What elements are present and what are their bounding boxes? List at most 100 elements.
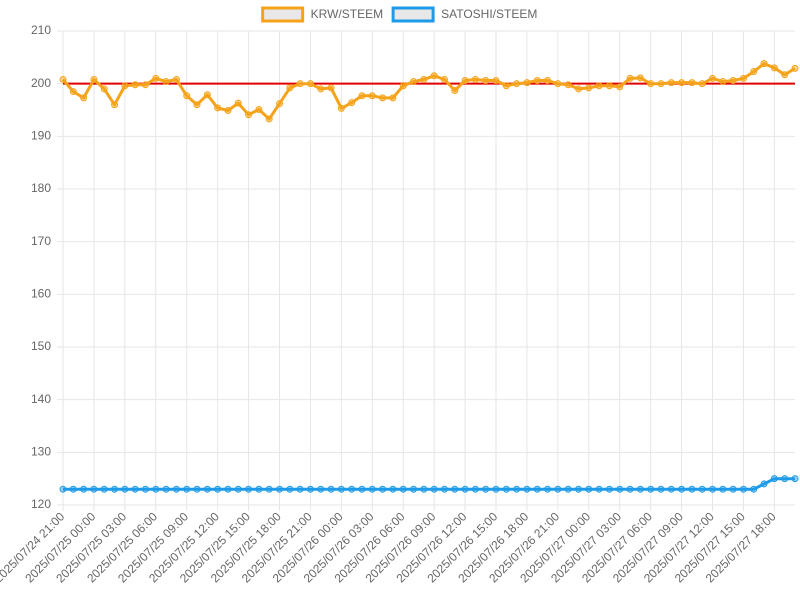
data-point — [69, 88, 77, 96]
data-point — [172, 485, 180, 493]
data-point — [420, 485, 428, 493]
data-point — [678, 79, 686, 87]
data-point — [471, 485, 479, 493]
data-point — [265, 485, 273, 493]
data-point — [739, 74, 747, 82]
legend-swatch — [261, 6, 305, 23]
data-point — [317, 85, 325, 93]
data-point — [719, 78, 727, 86]
data-point — [492, 77, 500, 85]
data-point — [564, 81, 572, 89]
data-point — [482, 77, 490, 85]
data-point — [760, 60, 768, 68]
data-point — [183, 92, 191, 100]
data-point — [616, 83, 624, 91]
data-point — [502, 485, 510, 493]
data-point — [533, 77, 541, 85]
data-point — [296, 80, 304, 88]
data-point — [100, 85, 108, 93]
data-point — [141, 485, 149, 493]
data-point — [523, 485, 531, 493]
data-point — [337, 104, 345, 112]
legend-label: KRW/STEEM — [311, 7, 383, 21]
data-point — [286, 84, 294, 92]
data-point — [544, 77, 552, 85]
y-tick-label: 200 — [31, 76, 51, 90]
data-point — [348, 485, 356, 493]
data-point — [482, 485, 490, 493]
y-tick-label: 150 — [31, 339, 51, 353]
data-point — [688, 485, 696, 493]
data-point — [368, 485, 376, 493]
data-point — [317, 485, 325, 493]
data-point — [440, 485, 448, 493]
data-point — [152, 485, 160, 493]
data-point — [193, 485, 201, 493]
data-point — [183, 485, 191, 493]
data-point — [791, 64, 799, 72]
data-point — [430, 485, 438, 493]
data-point — [605, 82, 613, 90]
data-point — [203, 91, 211, 99]
y-tick-label: 130 — [31, 445, 51, 459]
data-point — [214, 485, 222, 493]
y-tick-label: 180 — [31, 181, 51, 195]
data-point — [90, 485, 98, 493]
data-point — [399, 82, 407, 90]
data-point — [554, 80, 562, 88]
data-point — [100, 485, 108, 493]
data-point — [574, 85, 582, 93]
data-point — [410, 78, 418, 86]
data-point — [327, 84, 335, 92]
data-point — [141, 81, 149, 89]
legend-label: SATOSHI/STEEM — [441, 7, 537, 21]
data-point — [80, 485, 88, 493]
data-point — [657, 80, 665, 88]
data-point — [234, 99, 242, 107]
data-point — [688, 79, 696, 87]
legend-swatch — [391, 6, 435, 23]
data-point — [451, 87, 459, 95]
data-point — [420, 75, 428, 83]
data-point — [585, 84, 593, 92]
data-point — [770, 475, 778, 483]
y-tick-label: 170 — [31, 234, 51, 248]
data-point — [502, 82, 510, 90]
data-point — [719, 485, 727, 493]
data-point — [678, 485, 686, 493]
data-point — [276, 485, 284, 493]
y-tick-label: 190 — [31, 129, 51, 143]
data-point — [595, 485, 603, 493]
data-point — [709, 74, 717, 82]
data-point — [647, 80, 655, 88]
data-point — [224, 107, 232, 115]
data-point — [121, 82, 129, 90]
data-point — [513, 80, 521, 88]
data-point — [667, 485, 675, 493]
data-point — [224, 485, 232, 493]
data-point — [461, 77, 469, 85]
data-point — [121, 485, 129, 493]
data-point — [739, 485, 747, 493]
data-point — [636, 485, 644, 493]
data-point — [296, 485, 304, 493]
data-point — [162, 485, 170, 493]
data-point — [533, 485, 541, 493]
data-point — [306, 80, 314, 88]
data-point — [667, 79, 675, 87]
data-point — [255, 105, 263, 113]
data-point — [760, 480, 768, 488]
data-point — [162, 78, 170, 86]
data-point — [348, 99, 356, 107]
data-point — [451, 485, 459, 493]
data-point — [59, 75, 67, 83]
data-point — [471, 75, 479, 83]
data-point — [337, 485, 345, 493]
data-point — [605, 485, 613, 493]
data-point — [245, 485, 253, 493]
data-point — [574, 485, 582, 493]
data-point — [276, 100, 284, 108]
data-point — [461, 485, 469, 493]
data-point — [368, 92, 376, 100]
